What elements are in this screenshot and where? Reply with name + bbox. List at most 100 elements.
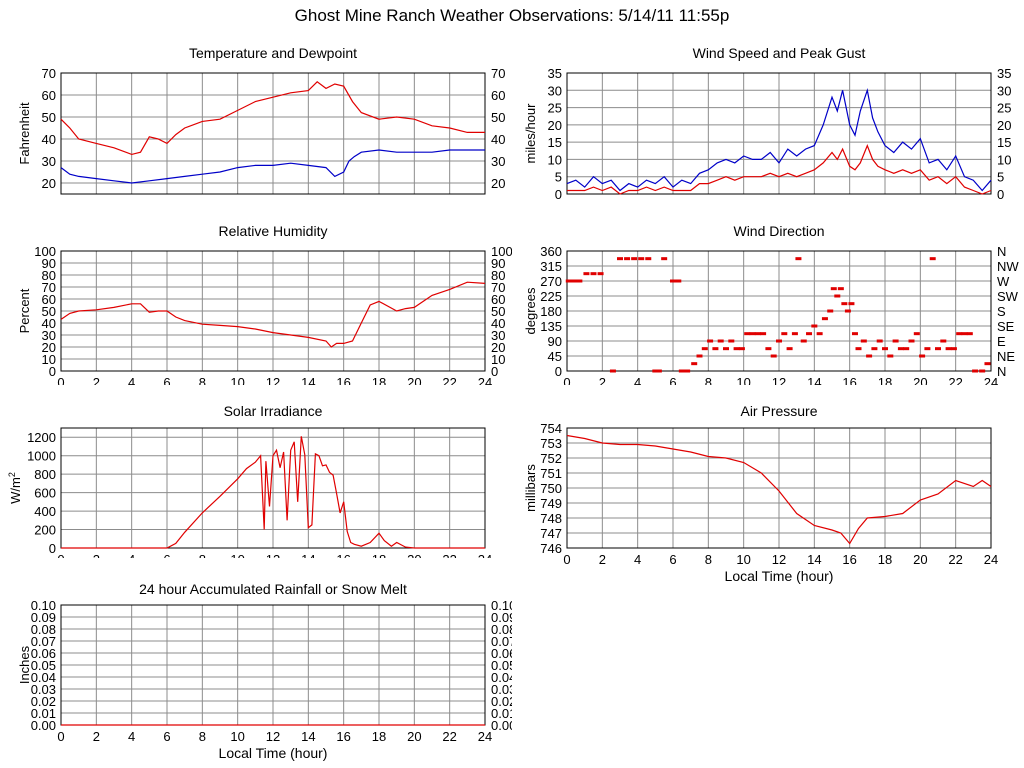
y-tick-label: 50 xyxy=(42,110,56,125)
y-tick-label: 90 xyxy=(548,334,562,349)
plot-frame xyxy=(566,72,992,195)
x-tick-label: 0 xyxy=(563,198,570,200)
y-tick-label: 0 xyxy=(555,187,562,200)
x-tick-label: 18 xyxy=(372,375,386,385)
chart-title: Solar Irradiance xyxy=(224,403,323,419)
y-tick-label: 90 xyxy=(42,256,56,271)
x-tick-label: 14 xyxy=(807,198,821,200)
chart-title: Relative Humidity xyxy=(219,223,328,239)
y-tick-label: 600 xyxy=(34,486,56,501)
plot-frame xyxy=(566,427,992,549)
x-tick-label: 4 xyxy=(634,198,641,200)
x-tick-label: 14 xyxy=(301,375,315,385)
y-tick-label-right: 0.08 xyxy=(491,622,512,637)
y-tick-label-right: 80 xyxy=(491,268,505,283)
data-point xyxy=(821,317,828,321)
x-tick-label: 22 xyxy=(948,198,962,200)
y-axis-label: Fahrenheit xyxy=(17,102,32,165)
page-title: Ghost Mine Ranch Weather Observations: 5… xyxy=(294,6,730,25)
x-tick-label: 6 xyxy=(163,198,170,200)
y-tick-label-right: 100 xyxy=(491,244,512,259)
y-tick-label: 0 xyxy=(555,364,562,379)
data-point xyxy=(791,332,798,336)
data-point xyxy=(728,339,735,343)
data-point xyxy=(645,257,652,261)
x-tick-label: 4 xyxy=(128,552,135,558)
y-tick-label: 752 xyxy=(540,451,562,466)
data-point xyxy=(806,332,813,336)
data-point xyxy=(984,362,991,366)
data-point xyxy=(617,257,623,261)
x-tick-label: 18 xyxy=(878,552,892,567)
y-tick-label: 0.03 xyxy=(31,682,56,697)
x-tick-label: 2 xyxy=(599,375,606,385)
y-tick-label: 800 xyxy=(34,467,56,482)
y-tick-label-right: 0.10 xyxy=(491,598,512,613)
x-tick-label: 0 xyxy=(563,552,570,567)
y-tick-label: 360 xyxy=(540,244,562,259)
y-tick-label-right: 20 xyxy=(491,176,505,191)
x-tick-label: 10 xyxy=(230,552,244,558)
y-tick-label: 50 xyxy=(42,304,56,319)
y-tick-label: 0 xyxy=(49,541,56,556)
compass-label: NE xyxy=(997,349,1015,364)
y-tick-label: 0 xyxy=(49,364,56,379)
x-tick-label: 8 xyxy=(705,198,712,200)
x-tick-label: 10 xyxy=(736,552,750,567)
data-point xyxy=(678,369,685,373)
y-tick-label: 45 xyxy=(548,349,562,364)
compass-label: SE xyxy=(997,319,1015,334)
y-tick-label: 10 xyxy=(42,352,56,367)
y-tick-label: 15 xyxy=(548,135,562,150)
y-tick-label: 0.10 xyxy=(31,598,56,613)
data-point xyxy=(765,347,772,351)
y-tick-label: 270 xyxy=(540,274,562,289)
y-tick-label-right: 70 xyxy=(491,66,505,81)
series-line-wind-speed xyxy=(567,143,992,195)
data-point xyxy=(956,332,963,336)
y-tick-label-right: 90 xyxy=(491,256,505,271)
y-tick-label: 746 xyxy=(540,541,562,556)
data-point xyxy=(638,257,645,261)
y-tick-label: 753 xyxy=(540,436,562,451)
y-tick-label-right: 0.03 xyxy=(491,682,512,697)
compass-label: SW xyxy=(997,289,1019,304)
series-line-relative-humidity xyxy=(60,281,486,348)
x-tick-label: 4 xyxy=(128,375,135,385)
series-line-temperature xyxy=(60,81,485,156)
data-point xyxy=(707,339,714,343)
compass-label: N xyxy=(997,244,1006,259)
x-tick-label: 8 xyxy=(705,552,712,567)
x-tick-label: 4 xyxy=(634,375,641,385)
x-tick-label: 4 xyxy=(128,729,135,744)
y-tick-label-right: 20 xyxy=(997,118,1011,133)
x-axis-label: Local Time (hour) xyxy=(725,568,834,584)
x-tick-label: 16 xyxy=(842,375,856,385)
x-tick-label: 16 xyxy=(336,552,350,558)
y-tick-label-right: 30 xyxy=(997,83,1011,98)
y-tick-label: 747 xyxy=(540,526,562,541)
x-tick-label: 6 xyxy=(163,552,170,558)
x-tick-label: 12 xyxy=(266,552,280,558)
data-point xyxy=(770,354,777,358)
y-tick-label: 5 xyxy=(555,170,562,185)
data-point xyxy=(684,369,691,373)
data-point xyxy=(670,279,676,283)
data-point xyxy=(834,294,841,298)
y-axis-label: degrees xyxy=(523,287,538,334)
x-tick-label: 24 xyxy=(478,552,492,558)
x-tick-label: 0 xyxy=(57,198,64,200)
x-tick-label: 20 xyxy=(407,729,421,744)
y-tick-label: 748 xyxy=(540,511,562,526)
y-tick-label: 225 xyxy=(540,289,562,304)
data-point xyxy=(961,332,968,336)
y-tick-label: 70 xyxy=(42,66,56,81)
x-tick-label: 16 xyxy=(336,198,350,200)
x-tick-label: 2 xyxy=(599,198,606,200)
y-tick-label: 0.07 xyxy=(31,634,56,649)
plot-frame xyxy=(60,427,486,549)
y-tick-label-right: 0.05 xyxy=(491,658,512,673)
